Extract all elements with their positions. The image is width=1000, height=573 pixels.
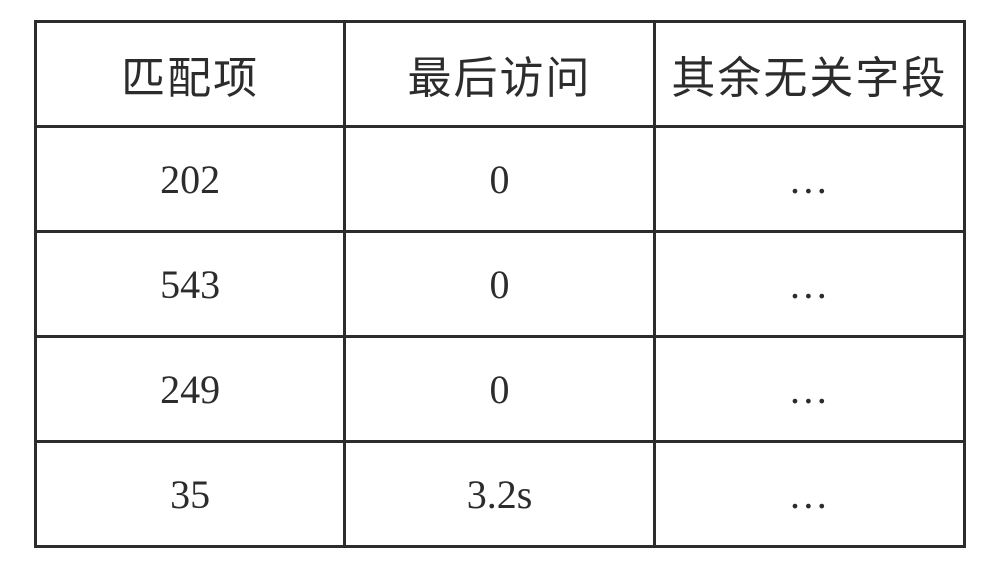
cell-match: 202 <box>36 127 345 232</box>
table-header-row: 匹配项 最后访问 其余无关字段 <box>36 22 965 127</box>
table-row: 543 0 … <box>36 232 965 337</box>
cell-last-access: 0 <box>345 127 654 232</box>
cell-match: 543 <box>36 232 345 337</box>
cell-match: 249 <box>36 337 345 442</box>
col-header-other-fields: 其余无关字段 <box>654 22 964 127</box>
table-row: 35 3.2s … <box>36 442 965 547</box>
table-row: 249 0 … <box>36 337 965 442</box>
col-header-match: 匹配项 <box>36 22 345 127</box>
table-row: 202 0 … <box>36 127 965 232</box>
cell-other: … <box>654 232 964 337</box>
cell-other: … <box>654 127 964 232</box>
col-header-last-access: 最后访问 <box>345 22 654 127</box>
cell-other: … <box>654 337 964 442</box>
cell-last-access: 0 <box>345 337 654 442</box>
data-table: 匹配项 最后访问 其余无关字段 202 0 … 543 0 … 249 0 … <box>34 20 966 548</box>
table-container: 匹配项 最后访问 其余无关字段 202 0 … 543 0 … 249 0 … <box>0 0 1000 568</box>
cell-last-access: 3.2s <box>345 442 654 547</box>
cell-match: 35 <box>36 442 345 547</box>
cell-last-access: 0 <box>345 232 654 337</box>
cell-other: … <box>654 442 964 547</box>
